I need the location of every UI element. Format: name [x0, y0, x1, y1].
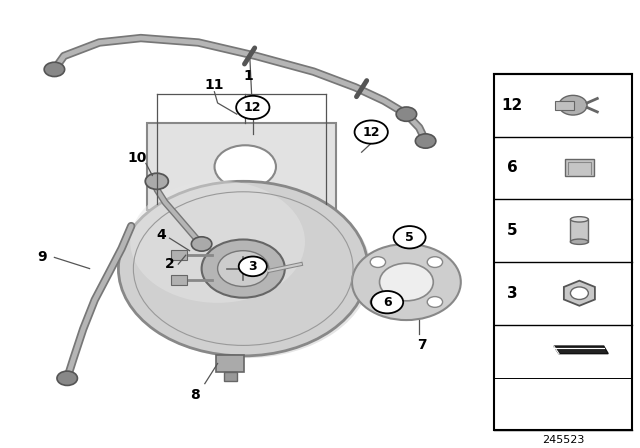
Circle shape	[352, 244, 461, 320]
Circle shape	[380, 263, 433, 301]
Circle shape	[57, 371, 77, 385]
Circle shape	[415, 134, 436, 148]
Polygon shape	[564, 281, 595, 306]
Text: 5: 5	[405, 231, 414, 244]
Circle shape	[355, 121, 388, 144]
Text: 5: 5	[507, 223, 517, 238]
Text: 12: 12	[501, 98, 523, 113]
Text: 3: 3	[248, 260, 257, 273]
Circle shape	[122, 184, 371, 358]
Circle shape	[202, 240, 285, 297]
Circle shape	[570, 287, 588, 299]
Ellipse shape	[570, 239, 588, 245]
Circle shape	[396, 107, 417, 121]
Text: 10: 10	[128, 151, 147, 164]
Text: 12: 12	[362, 125, 380, 138]
FancyBboxPatch shape	[494, 74, 632, 430]
Text: 8: 8	[190, 388, 200, 402]
Circle shape	[145, 173, 168, 190]
Text: 3: 3	[507, 286, 517, 301]
Text: 2: 2	[165, 257, 175, 271]
FancyBboxPatch shape	[171, 275, 187, 285]
Circle shape	[428, 297, 443, 307]
Text: 1: 1	[244, 69, 253, 83]
Text: 7: 7	[417, 338, 428, 352]
Circle shape	[371, 291, 403, 313]
Text: 6: 6	[507, 160, 517, 175]
FancyBboxPatch shape	[224, 371, 237, 380]
Polygon shape	[554, 346, 608, 353]
Circle shape	[218, 251, 269, 287]
Circle shape	[239, 257, 267, 276]
FancyBboxPatch shape	[570, 220, 588, 242]
Circle shape	[559, 95, 587, 115]
Circle shape	[370, 257, 385, 267]
Ellipse shape	[570, 217, 588, 222]
Circle shape	[394, 226, 426, 249]
Text: 11: 11	[205, 78, 224, 92]
Text: 9: 9	[36, 250, 47, 264]
Text: 245523: 245523	[541, 435, 584, 445]
Circle shape	[131, 181, 305, 303]
FancyBboxPatch shape	[171, 250, 187, 260]
Circle shape	[236, 96, 269, 119]
Text: 4: 4	[156, 228, 166, 242]
FancyBboxPatch shape	[555, 101, 574, 110]
FancyBboxPatch shape	[565, 159, 594, 177]
Circle shape	[370, 297, 385, 307]
FancyBboxPatch shape	[216, 355, 244, 372]
FancyBboxPatch shape	[147, 123, 336, 211]
Circle shape	[118, 181, 368, 356]
Text: 12: 12	[244, 101, 262, 114]
Circle shape	[214, 145, 276, 188]
Text: 6: 6	[383, 296, 392, 309]
Circle shape	[191, 237, 212, 251]
Circle shape	[428, 257, 443, 267]
Circle shape	[44, 62, 65, 77]
